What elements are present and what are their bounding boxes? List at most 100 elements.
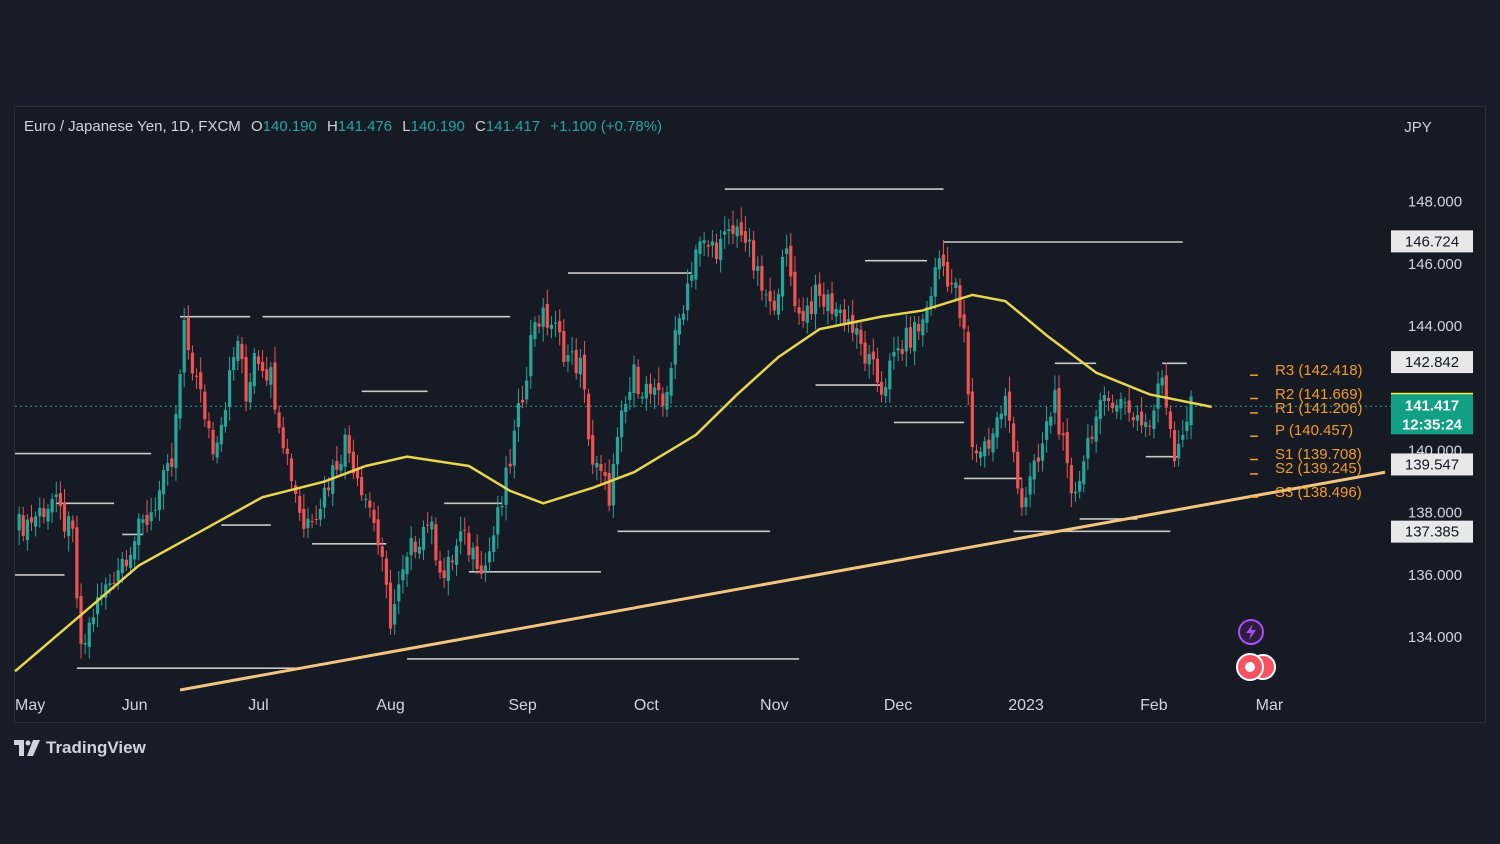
candle-body (310, 521, 314, 523)
x-axis[interactable]: May Jun Jul Aug Sep Oct Nov Dec 2023 Feb Mar (15, 697, 1284, 714)
candle-body (79, 596, 83, 644)
candle-body (281, 427, 285, 449)
candle-body (830, 293, 834, 314)
candle-body (570, 351, 574, 353)
candle-body (813, 284, 818, 315)
candle-body (1007, 391, 1012, 421)
candle-body (690, 275, 694, 281)
candle-body (904, 327, 908, 352)
candle-body (417, 546, 421, 554)
candle-body (1115, 405, 1119, 412)
candle-body (1139, 411, 1144, 426)
candle-body (739, 222, 743, 236)
alert-icon[interactable] (1238, 619, 1264, 645)
open-label: O (250, 118, 263, 135)
candle-body (818, 283, 822, 296)
candle-body (851, 314, 855, 333)
candle-body (867, 354, 871, 365)
candle-body (888, 360, 892, 390)
candle-body (306, 518, 310, 529)
candle-body (500, 506, 504, 508)
candle-body (562, 330, 566, 363)
candle-body (54, 494, 58, 498)
y-tick-label: 134.000 (1408, 629, 1462, 646)
candle-body (974, 450, 979, 454)
candle-body (71, 520, 75, 529)
candle-body (686, 283, 690, 311)
events-icon[interactable] (1236, 653, 1276, 681)
candle-body (223, 409, 228, 427)
candle-body (1177, 443, 1181, 459)
candle-body (653, 387, 657, 395)
price-label-box (1391, 230, 1473, 253)
candle-body (467, 532, 471, 556)
x-tick-label: Jun (122, 697, 148, 714)
symbol-title[interactable]: Euro / Japanese Yen, 1D, FXCM (24, 118, 241, 135)
price-label-box (1391, 394, 1473, 435)
candle-body (1012, 423, 1016, 453)
candle-body (141, 519, 145, 523)
candle-body (273, 362, 277, 410)
candle-body (34, 516, 38, 527)
candle-body (479, 565, 483, 575)
candle-body (372, 509, 376, 523)
candle-body (723, 231, 727, 235)
candle-body (384, 558, 388, 585)
candle-body (747, 239, 752, 242)
candle-body (91, 617, 96, 625)
candle-body (669, 368, 673, 396)
candle-body (190, 352, 195, 374)
pivot-label: R1 (141.206) (1275, 400, 1363, 417)
x-tick-label: Aug (376, 697, 404, 714)
candle-body (67, 516, 71, 537)
candle-body (917, 324, 921, 332)
candle-body (248, 381, 252, 403)
candle-body (624, 404, 628, 413)
candle-body (178, 374, 182, 419)
candle-body (756, 266, 760, 271)
candle-body (1181, 434, 1185, 440)
candle-body (826, 294, 830, 312)
candle-body (1168, 411, 1173, 429)
tradingview-logo[interactable]: TradingView (14, 738, 146, 758)
candle-body (520, 399, 525, 403)
candle-body (529, 335, 533, 377)
candle-body (100, 595, 104, 597)
candle-body (388, 582, 393, 629)
candle-body (574, 349, 578, 374)
candle-body (987, 439, 991, 449)
candle-body (1061, 433, 1065, 436)
candle-body (265, 369, 269, 381)
candle-body (912, 322, 917, 352)
candle-body (1028, 476, 1032, 495)
candle-body (710, 241, 714, 246)
candle-body (368, 500, 372, 508)
candle-body (459, 531, 463, 542)
candle-body (921, 319, 925, 336)
candle-body (1131, 417, 1135, 421)
candle-body (871, 351, 875, 360)
candle-body (512, 430, 516, 466)
candle-body (879, 381, 884, 395)
chart-pane[interactable] (14, 106, 1486, 723)
candle-body (1152, 410, 1156, 430)
trend-line[interactable] (179, 470, 1386, 692)
candle-body (483, 565, 488, 572)
candle-body (780, 257, 785, 297)
open-value: 140.190 (262, 118, 317, 135)
candle-body (566, 355, 570, 362)
candle-body (801, 310, 805, 321)
candle-body (549, 324, 554, 329)
candle-body (586, 393, 591, 440)
pivot-label: S2 (139.245) (1275, 460, 1362, 477)
candle-body (438, 560, 442, 573)
x-tick-label: Dec (884, 697, 912, 714)
candle-body (677, 318, 681, 335)
candle-body (846, 319, 851, 323)
candle-body (863, 342, 867, 364)
candle-body (983, 441, 987, 457)
candle-body (752, 240, 756, 271)
candle-body (471, 547, 475, 560)
candle-body (1172, 430, 1177, 462)
